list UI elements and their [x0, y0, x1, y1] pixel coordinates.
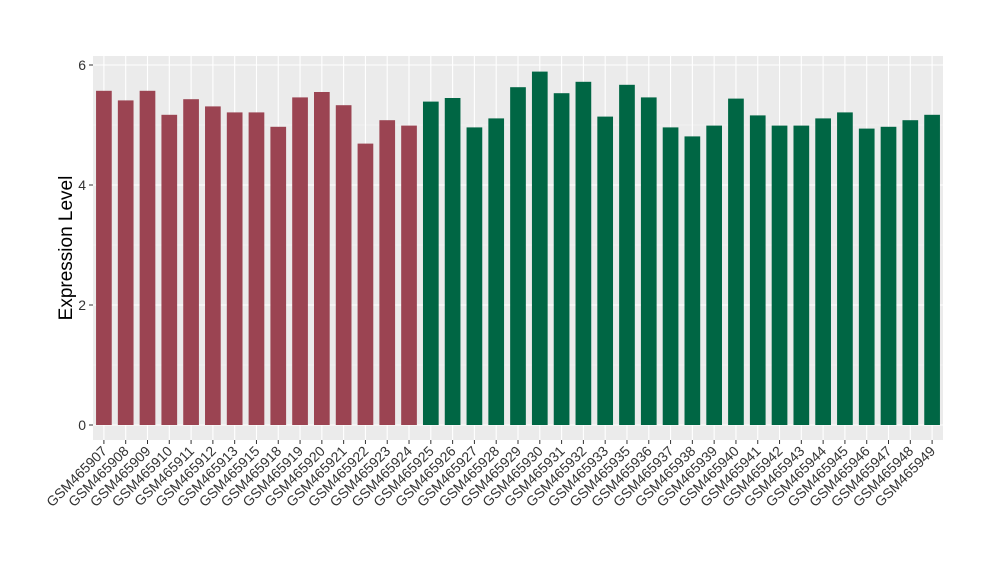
bar-GSM465907 [96, 90, 112, 426]
bar-GSM465935 [619, 84, 635, 426]
y-tick-label: 2 [78, 297, 86, 313]
bar-GSM465945 [837, 112, 853, 426]
bar-GSM465940 [728, 98, 744, 425]
bar-GSM465929 [510, 87, 526, 425]
bar-GSM465946 [858, 128, 875, 425]
bar-GSM465931 [553, 93, 570, 425]
bar-GSM465909 [139, 90, 156, 426]
y-axis: 0 2 4 6 [78, 57, 93, 433]
bar-GSM465908 [117, 100, 134, 426]
bar-GSM465942 [771, 125, 788, 425]
bar-GSM465924 [401, 125, 417, 425]
bar-GSM465919 [292, 97, 308, 426]
bar-GSM465933 [597, 116, 614, 425]
bar-GSM465936 [640, 97, 657, 426]
bar-GSM465918 [270, 126, 287, 426]
bar-GSM465932 [575, 81, 592, 426]
y-tick-label: 0 [78, 417, 86, 433]
bar-GSM465941 [749, 115, 766, 426]
bar-GSM465948 [902, 120, 919, 425]
bar-GSM465944 [815, 118, 831, 426]
bar-GSM465927 [466, 127, 483, 426]
bar-GSM465920 [314, 92, 330, 425]
y-tick-label: 4 [78, 177, 86, 193]
bar-GSM465912 [205, 106, 221, 426]
bar-GSM465947 [880, 126, 897, 426]
bar-GSM465939 [706, 125, 722, 425]
bar-GSM465923 [379, 120, 396, 425]
bar-GSM465925 [422, 101, 439, 425]
bar-GSM465911 [183, 99, 199, 425]
x-axis: GSM465907GSM465908GSM465909GSM465910GSM4… [43, 440, 938, 510]
bar-GSM465926 [444, 98, 461, 425]
bar-GSM465913 [226, 112, 243, 426]
bar-GSM465930 [531, 71, 548, 425]
bar-GSM465922 [357, 143, 374, 425]
bar-GSM465910 [161, 114, 178, 426]
bars [96, 71, 940, 426]
bar-GSM465943 [793, 125, 810, 425]
bar-GSM465921 [335, 105, 352, 425]
bar-GSM465949 [924, 114, 940, 426]
bar-GSM465937 [662, 127, 679, 426]
y-tick-label: 6 [78, 57, 86, 73]
y-axis-title: Expression Level [56, 176, 77, 321]
bar-GSM465938 [684, 136, 701, 425]
bar-GSM465915 [248, 112, 265, 426]
bar-GSM465928 [488, 118, 505, 426]
